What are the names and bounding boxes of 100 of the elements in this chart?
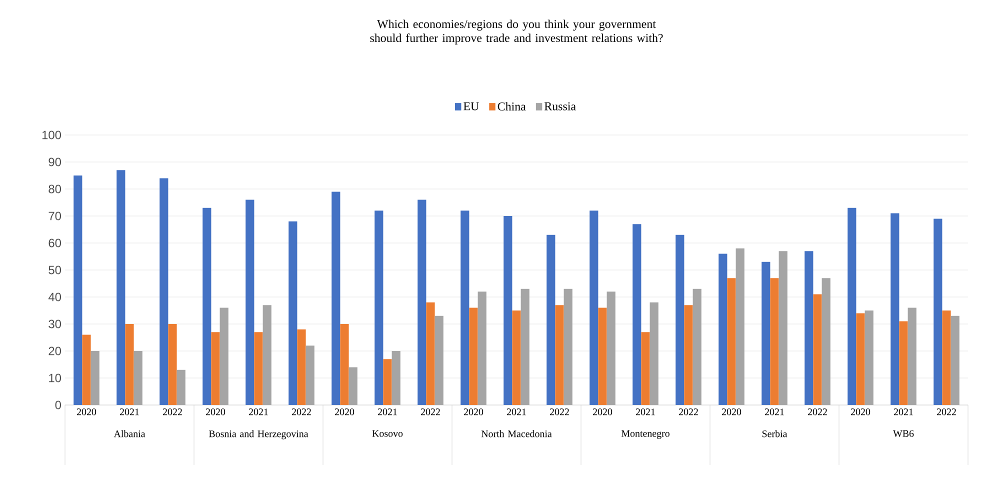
bar [606, 292, 616, 405]
bar [804, 251, 814, 405]
bar [340, 324, 349, 405]
bar [211, 332, 220, 405]
x-tick-label: 2021 [506, 408, 526, 416]
bar [546, 234, 556, 405]
text: North Macedonia [481, 430, 552, 438]
bar [90, 351, 100, 405]
bar [942, 310, 951, 405]
x-tick-label: 2020 [206, 408, 226, 416]
bar [374, 210, 384, 405]
bar [598, 308, 607, 405]
bar [168, 324, 177, 405]
bar [822, 278, 830, 405]
bar [864, 310, 874, 405]
x-tick-label: 2022 [936, 408, 956, 416]
legend-label: China [498, 102, 526, 111]
bar [641, 332, 650, 405]
x-tick-label: 2021 [378, 408, 397, 416]
bar [692, 288, 702, 405]
bar [125, 324, 134, 405]
y-tick-label: 80 [48, 184, 62, 194]
y-tick-label: 30 [48, 320, 62, 328]
y-tick-label: 40 [48, 292, 62, 302]
x-tick-label: 2022 [162, 408, 182, 416]
y-tick-label: 90 [48, 158, 62, 166]
bar [434, 316, 444, 405]
text: Montenegro [621, 430, 670, 439]
x-tick-label: 2020 [722, 408, 742, 416]
bar [469, 308, 478, 405]
chart-title: Which economies/regions do you think your government should further improve trade and investment relations with? [370, 20, 663, 44]
y-tick-label: 50 [48, 266, 62, 274]
x-tick-label: 2020 [464, 408, 484, 416]
x-tick-label: 2021 [120, 408, 139, 416]
bar [134, 351, 142, 405]
bar [512, 310, 521, 405]
bar [718, 254, 728, 405]
text: Kosovo [372, 430, 403, 437]
y-tick-label: 0 [55, 400, 62, 410]
bar [813, 294, 822, 405]
bar [736, 248, 744, 405]
bar [555, 305, 564, 405]
bar [246, 200, 254, 405]
x-tick-label: 2022 [420, 408, 440, 416]
bar [727, 278, 736, 405]
bar [262, 305, 272, 405]
bar [684, 305, 693, 405]
bar [383, 359, 392, 405]
bar [950, 316, 960, 405]
x-tick-label: 2020 [334, 408, 354, 416]
bar [348, 367, 358, 405]
bar [564, 288, 572, 405]
bar [332, 192, 340, 405]
x-tick-label: 2021 [764, 408, 784, 416]
bar [934, 218, 942, 405]
text: Serbia [762, 430, 788, 438]
bar [770, 278, 779, 405]
bar [426, 302, 435, 405]
bar [650, 302, 658, 405]
bar [460, 210, 470, 405]
legend-label: EU [464, 102, 479, 110]
x-tick-label: 2021 [636, 408, 655, 416]
bar [762, 262, 770, 405]
x-tick-label: 2022 [292, 408, 311, 416]
bar [82, 334, 91, 405]
y-tick-label: 20 [48, 346, 62, 356]
bar [890, 213, 900, 405]
x-tick-label: 2022 [808, 408, 827, 416]
x-tick-label: 2020 [592, 408, 612, 416]
x-tick-label: 2022 [550, 408, 569, 416]
bar [848, 208, 856, 405]
bar [306, 346, 314, 405]
y-tick-label: 10 [49, 374, 62, 382]
x-tick-label: 2021 [894, 408, 913, 416]
bar [74, 175, 82, 405]
bar [418, 200, 426, 405]
y-tick-label: 70 [48, 212, 62, 220]
bar [288, 221, 298, 405]
text: Bosnia and Herzegovina [208, 430, 308, 440]
bar [856, 313, 865, 405]
bar [176, 370, 186, 405]
legend-label: Russia [544, 102, 576, 110]
bar [590, 210, 598, 405]
bar [478, 292, 486, 405]
x-tick-label: 2020 [76, 408, 96, 416]
x-tick-label: 2022 [678, 408, 698, 416]
bar [254, 332, 263, 405]
y-tick-label: 100 [42, 130, 62, 140]
bar [297, 329, 306, 405]
bar [504, 216, 512, 405]
text: Albania [114, 430, 146, 438]
x-tick-label: 2021 [248, 408, 268, 416]
bar [202, 208, 212, 405]
bar [116, 170, 126, 405]
bar [220, 308, 228, 405]
text: WB6 [893, 430, 914, 437]
bar [632, 224, 642, 405]
y-tick-label: 60 [48, 238, 62, 248]
bar [160, 178, 168, 405]
bar [392, 351, 400, 405]
